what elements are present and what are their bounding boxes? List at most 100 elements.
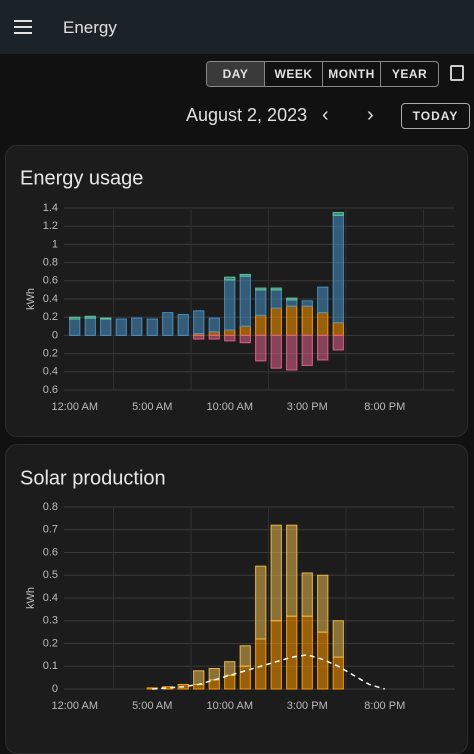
bar — [286, 615, 298, 690]
bar — [317, 334, 329, 361]
bar — [84, 317, 96, 336]
bar — [177, 313, 189, 336]
bar — [317, 286, 329, 314]
bar — [224, 279, 236, 331]
y-axis-label: kWh — [25, 288, 37, 310]
y-tick-label: 0.4 — [43, 293, 58, 305]
bar — [208, 679, 220, 690]
menu-button[interactable] — [14, 20, 32, 38]
x-tick-label: 12:00 AM — [52, 700, 98, 712]
bar — [255, 638, 267, 690]
bar — [208, 317, 220, 333]
bar — [239, 325, 251, 336]
bar — [69, 318, 81, 336]
line — [152, 654, 385, 690]
bar — [208, 668, 220, 681]
bar — [162, 312, 174, 336]
y-tick-label: 1.2 — [43, 220, 58, 232]
bar — [332, 212, 344, 216]
x-tick-label: 3:00 PM — [287, 700, 328, 712]
bar — [224, 276, 236, 281]
header-title: Energy — [63, 18, 117, 37]
bar — [255, 565, 267, 640]
y-tick-label: 0.2 — [43, 311, 58, 323]
y-tick-label: 0 — [52, 683, 58, 695]
y-tick-label: 0.4 — [43, 592, 58, 604]
bar — [193, 670, 205, 685]
bar — [317, 312, 329, 336]
y-tick-label: 1.4 — [43, 202, 58, 214]
bar — [224, 661, 236, 676]
y-tick-label: 0.3 — [43, 615, 58, 627]
x-tick-label: 5:00 AM — [132, 700, 172, 712]
y-tick-label: 0.6 — [43, 546, 58, 558]
bar — [270, 287, 282, 291]
x-tick-label: 8:00 PM — [364, 401, 405, 413]
card — [5, 145, 468, 437]
period-button[interactable]: DAY — [207, 62, 264, 86]
bar — [131, 317, 143, 336]
bar — [69, 316, 81, 320]
period-selector: DAY WEEK MONTH YEAR — [206, 61, 439, 87]
y-tick-label: 0 — [52, 329, 58, 341]
bar — [301, 300, 313, 307]
bar — [317, 574, 329, 633]
y-tick-label: 0.5 — [43, 569, 58, 581]
bar — [239, 275, 251, 327]
bar — [270, 620, 282, 690]
y-tick-label: 0.6 — [43, 275, 58, 287]
y-tick-label: 0.4 — [43, 366, 58, 378]
bar — [208, 331, 220, 336]
x-tick-label: 3:00 PM — [287, 401, 328, 413]
today-button[interactable]: TODAY — [401, 103, 470, 129]
bar — [239, 645, 251, 667]
bar — [286, 305, 298, 336]
prev-button[interactable]: ‹ — [322, 104, 329, 126]
bar — [255, 334, 267, 362]
chart-title: Energy usage — [20, 167, 143, 189]
next-button[interactable]: › — [367, 104, 374, 126]
app-header: Energy — [0, 0, 474, 54]
bar — [239, 273, 251, 277]
y-tick-label: 0.7 — [43, 524, 58, 536]
period-button[interactable]: YEAR — [380, 62, 438, 86]
bar — [100, 318, 112, 336]
y-tick-label: 1 — [52, 238, 58, 250]
bar — [332, 334, 344, 351]
bar — [286, 297, 298, 301]
compare-button[interactable] — [450, 65, 464, 81]
bar — [255, 287, 267, 291]
bar — [270, 289, 282, 309]
bar — [100, 317, 112, 320]
bar — [193, 310, 205, 335]
bar — [270, 307, 282, 336]
x-tick-label: 10:00 AM — [207, 700, 253, 712]
bar — [332, 656, 344, 690]
y-tick-label: 0.2 — [43, 348, 58, 360]
bar — [270, 524, 282, 622]
bar — [224, 674, 236, 690]
bar — [332, 322, 344, 336]
y-tick-label: 0.8 — [43, 501, 58, 513]
bar — [255, 314, 267, 336]
period-button[interactable]: MONTH — [322, 62, 380, 86]
x-tick-label: 10:00 AM — [207, 401, 253, 413]
bar — [224, 329, 236, 336]
period-button[interactable]: WEEK — [264, 62, 322, 86]
bar — [239, 334, 251, 344]
bar — [270, 334, 282, 369]
bar — [286, 334, 298, 371]
bar — [301, 572, 313, 617]
bar — [301, 615, 313, 690]
bar — [255, 289, 267, 316]
bar — [224, 334, 236, 342]
x-tick-label: 12:00 AM — [52, 401, 98, 413]
bar — [115, 318, 127, 336]
bar — [317, 631, 329, 690]
y-tick-label: 0.1 — [43, 660, 58, 672]
bar — [208, 334, 220, 340]
x-tick-label: 8:00 PM — [364, 700, 405, 712]
y-tick-label: 0.2 — [43, 637, 58, 649]
